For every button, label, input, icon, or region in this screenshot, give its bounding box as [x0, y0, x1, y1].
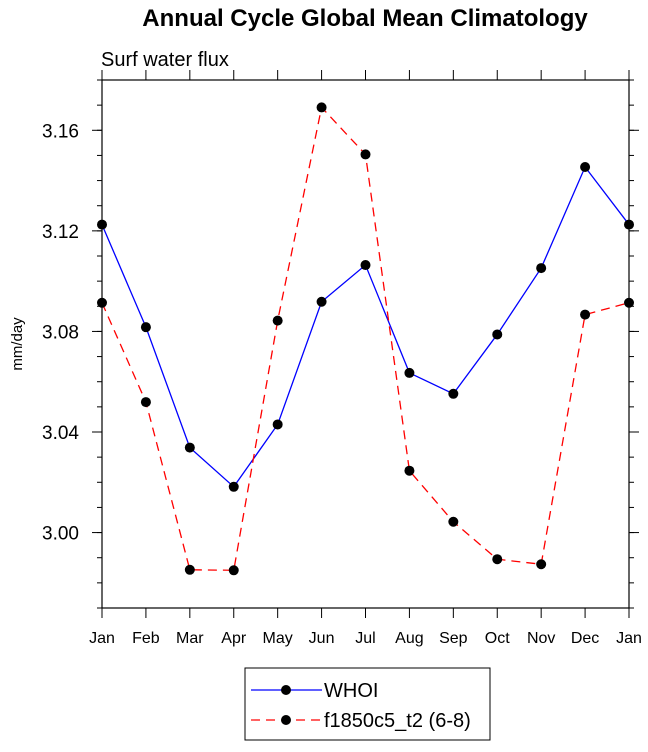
y-axis-label: mm/day [9, 317, 26, 371]
data-point-series-1 [140, 397, 151, 408]
y-tick-label: 3.00 [42, 524, 79, 545]
data-point-series-0 [448, 388, 459, 399]
data-point-series-1 [97, 297, 107, 308]
data-point-series-0 [404, 367, 415, 378]
x-tick-label: Oct [485, 630, 510, 647]
legend: WHOI f1850c5_t2 (6-8) [244, 667, 491, 741]
x-tick-label: Aug [395, 630, 423, 647]
x-tick-label: Jan [616, 630, 642, 647]
legend-box [244, 667, 491, 741]
legend-label-whoi: WHOI [324, 680, 378, 702]
legend-label-f1850c5: f1850c5_t2 (6-8) [324, 710, 471, 732]
y-tick-label: 3.12 [42, 222, 79, 243]
series-line-0 [101, 165, 630, 488]
y-tick-label: 3.04 [42, 423, 79, 444]
y-tick-label: 3.16 [42, 121, 79, 142]
data-point-series-1 [272, 315, 283, 326]
legend-marker-whoi [281, 685, 291, 695]
data-point-series-1 [536, 559, 547, 570]
data-point-series-1 [404, 465, 415, 476]
y-tick-label: 3.08 [42, 322, 79, 343]
x-tick-label: Sep [439, 630, 468, 647]
data-point-series-0 [360, 260, 371, 271]
x-tick-label: Jun [309, 630, 335, 647]
data-point-series-0 [184, 442, 195, 453]
data-point-series-1 [624, 297, 634, 308]
x-tick-label: Nov [527, 630, 555, 647]
x-tick-label: Jan [89, 630, 115, 647]
data-point-series-1 [492, 554, 503, 565]
x-tick-label: Mar [176, 630, 204, 647]
data-point-series-1 [316, 102, 327, 113]
data-point-series-0 [272, 419, 283, 430]
data-point-series-1 [580, 309, 591, 320]
chart-subtitle: Surf water flux [101, 49, 229, 71]
data-point-series-1 [448, 516, 459, 527]
data-point-series-0 [97, 219, 107, 230]
x-tick-label: Dec [571, 630, 599, 647]
x-tick-label: Feb [132, 630, 160, 647]
data-point-series-0 [316, 296, 327, 307]
data-point-series-1 [360, 149, 371, 160]
data-point-series-1 [228, 565, 239, 576]
legend-marker-f1850c5 [281, 715, 291, 725]
data-point-series-0 [624, 219, 634, 230]
data-point-series-0 [536, 263, 547, 274]
x-tick-label: May [263, 630, 293, 647]
data-point-series-0 [580, 161, 591, 172]
chart-title: Annual Cycle Global Mean Climatology [142, 5, 588, 32]
series-line-1 [101, 106, 630, 571]
data-point-series-0 [492, 329, 503, 340]
x-tick-label: Jul [355, 630, 375, 647]
data-point-series-0 [228, 481, 239, 492]
data-point-series-0 [140, 322, 151, 333]
x-tick-label: Apr [221, 630, 247, 647]
data-point-series-1 [184, 564, 195, 575]
